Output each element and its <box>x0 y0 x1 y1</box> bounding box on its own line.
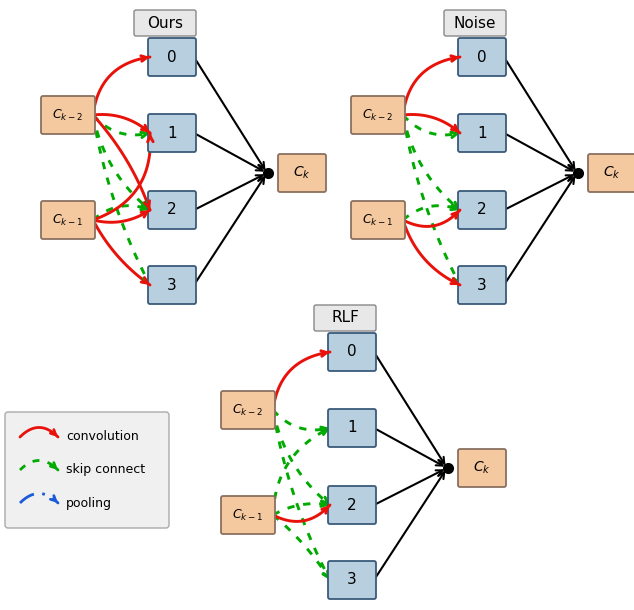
FancyBboxPatch shape <box>5 412 169 528</box>
FancyBboxPatch shape <box>41 96 95 134</box>
Text: $C_k$: $C_k$ <box>473 460 491 476</box>
FancyBboxPatch shape <box>221 391 275 429</box>
Text: skip connect: skip connect <box>66 464 145 476</box>
FancyBboxPatch shape <box>148 266 196 304</box>
Text: $C_k$: $C_k$ <box>293 165 311 181</box>
FancyBboxPatch shape <box>148 114 196 152</box>
Text: 2: 2 <box>477 203 487 218</box>
FancyBboxPatch shape <box>588 154 634 192</box>
Text: $C_{k-2}$: $C_{k-2}$ <box>233 403 264 418</box>
FancyBboxPatch shape <box>351 201 405 239</box>
FancyBboxPatch shape <box>148 38 196 76</box>
FancyBboxPatch shape <box>458 449 506 487</box>
Text: convolution: convolution <box>66 431 139 443</box>
FancyBboxPatch shape <box>314 305 376 331</box>
FancyBboxPatch shape <box>41 201 95 239</box>
Text: $C_k$: $C_k$ <box>603 165 621 181</box>
Text: $C_{k-1}$: $C_{k-1}$ <box>233 508 264 523</box>
FancyBboxPatch shape <box>444 10 506 36</box>
FancyBboxPatch shape <box>328 409 376 447</box>
FancyBboxPatch shape <box>351 96 405 134</box>
Text: 1: 1 <box>477 126 487 140</box>
FancyBboxPatch shape <box>148 191 196 229</box>
Text: 2: 2 <box>347 498 357 512</box>
Text: 0: 0 <box>167 49 177 65</box>
Text: pooling: pooling <box>66 497 112 509</box>
Text: 0: 0 <box>477 49 487 65</box>
Text: RLF: RLF <box>331 310 359 326</box>
FancyBboxPatch shape <box>458 266 506 304</box>
Text: Noise: Noise <box>454 15 496 30</box>
FancyBboxPatch shape <box>278 154 326 192</box>
FancyBboxPatch shape <box>328 561 376 599</box>
FancyBboxPatch shape <box>221 496 275 534</box>
Text: $C_{k-2}$: $C_{k-2}$ <box>53 107 84 123</box>
Text: 3: 3 <box>347 573 357 587</box>
Text: 2: 2 <box>167 203 177 218</box>
Text: $C_{k-1}$: $C_{k-1}$ <box>53 212 84 228</box>
FancyBboxPatch shape <box>458 191 506 229</box>
Text: 3: 3 <box>477 278 487 293</box>
FancyBboxPatch shape <box>458 114 506 152</box>
FancyBboxPatch shape <box>328 486 376 524</box>
FancyBboxPatch shape <box>328 333 376 371</box>
Text: 3: 3 <box>167 278 177 293</box>
Text: $C_{k-1}$: $C_{k-1}$ <box>363 212 394 228</box>
Text: $C_{k-2}$: $C_{k-2}$ <box>363 107 394 123</box>
FancyBboxPatch shape <box>134 10 196 36</box>
Text: 0: 0 <box>347 345 357 359</box>
Text: Ours: Ours <box>147 15 183 30</box>
Text: 1: 1 <box>347 420 357 436</box>
FancyBboxPatch shape <box>458 38 506 76</box>
Text: 1: 1 <box>167 126 177 140</box>
